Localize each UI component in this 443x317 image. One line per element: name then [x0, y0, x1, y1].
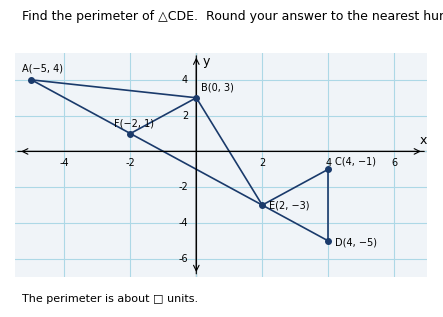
Text: -6: -6 [179, 254, 188, 264]
Text: D(4, −5): D(4, −5) [335, 237, 377, 247]
Text: 4: 4 [182, 75, 188, 85]
Text: B(0, 3): B(0, 3) [201, 82, 234, 92]
Text: -4: -4 [60, 158, 69, 168]
Text: 4: 4 [325, 158, 331, 168]
Text: 6: 6 [391, 158, 397, 168]
Text: -2: -2 [125, 158, 135, 168]
Text: 2: 2 [259, 158, 265, 168]
Text: The perimeter is about □ units.: The perimeter is about □ units. [22, 294, 198, 304]
Text: F(−2, 1): F(−2, 1) [114, 118, 154, 128]
Text: A(−5, 4): A(−5, 4) [22, 64, 62, 74]
Text: C(4, −1): C(4, −1) [335, 157, 376, 167]
Text: -2: -2 [179, 182, 188, 192]
Text: -4: -4 [179, 218, 188, 228]
Text: Find the perimeter of △CDE.  Round your answer to the nearest hundredth.: Find the perimeter of △CDE. Round your a… [22, 10, 443, 23]
Text: x: x [420, 134, 427, 147]
Text: E(2, −3): E(2, −3) [269, 200, 309, 210]
Text: 2: 2 [182, 111, 188, 121]
Text: y: y [203, 55, 210, 68]
